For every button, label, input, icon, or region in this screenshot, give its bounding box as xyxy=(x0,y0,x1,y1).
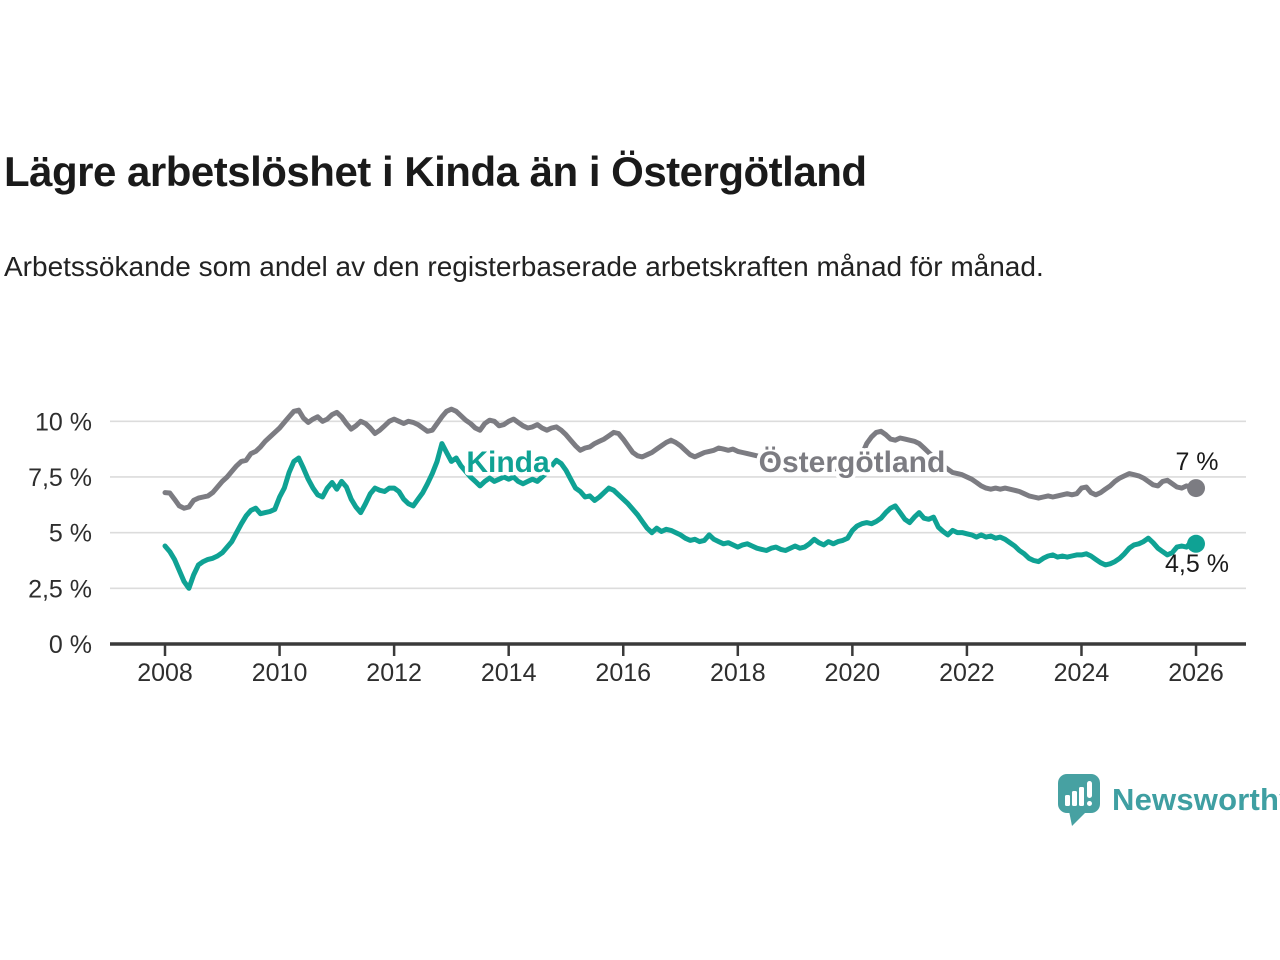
y-tick-label: 0 % xyxy=(49,631,92,659)
x-tick-label: 2018 xyxy=(710,659,766,687)
x-tick-label: 2008 xyxy=(137,659,193,687)
x-tick-label: 2024 xyxy=(1054,659,1110,687)
y-tick-label: 5 % xyxy=(49,520,92,548)
series-end-value-östergötland: 7 % xyxy=(1175,448,1218,476)
series-label-östergötland: Östergötland xyxy=(759,446,946,479)
x-tick-label: 2010 xyxy=(252,659,308,687)
page-title: Lägre arbetslöshet i Kinda än i Östergöt… xyxy=(4,148,867,195)
series-line-östergötland xyxy=(162,406,1199,511)
x-tick-label: 2014 xyxy=(481,659,537,687)
series-label-kinda: Kinda xyxy=(466,446,550,479)
series-end-dot-kinda xyxy=(1187,534,1205,553)
x-tick-label: 2016 xyxy=(595,659,651,687)
newsworthy-brand: Newsworthy xyxy=(1056,772,1280,828)
page-subtitle: Arbetssökande som andel av den registerb… xyxy=(4,251,1044,282)
series-end-value-kinda: 4,5 % xyxy=(1165,550,1229,578)
x-tick-label: 2026 xyxy=(1168,659,1224,687)
x-tick-label: 2012 xyxy=(366,659,422,687)
newsworthy-logo-icon xyxy=(1058,774,1100,826)
series-end-dot-östergötland xyxy=(1187,479,1205,498)
y-tick-label: 7,5 % xyxy=(28,464,92,492)
x-tick-label: 2022 xyxy=(939,659,995,687)
y-tick-label: 10 % xyxy=(35,408,92,436)
x-tick-label: 2020 xyxy=(825,659,881,687)
y-tick-label: 2,5 % xyxy=(28,575,92,603)
series-line-kinda xyxy=(162,441,1199,591)
newsworthy-brand-name: Newsworthy xyxy=(1112,782,1280,817)
